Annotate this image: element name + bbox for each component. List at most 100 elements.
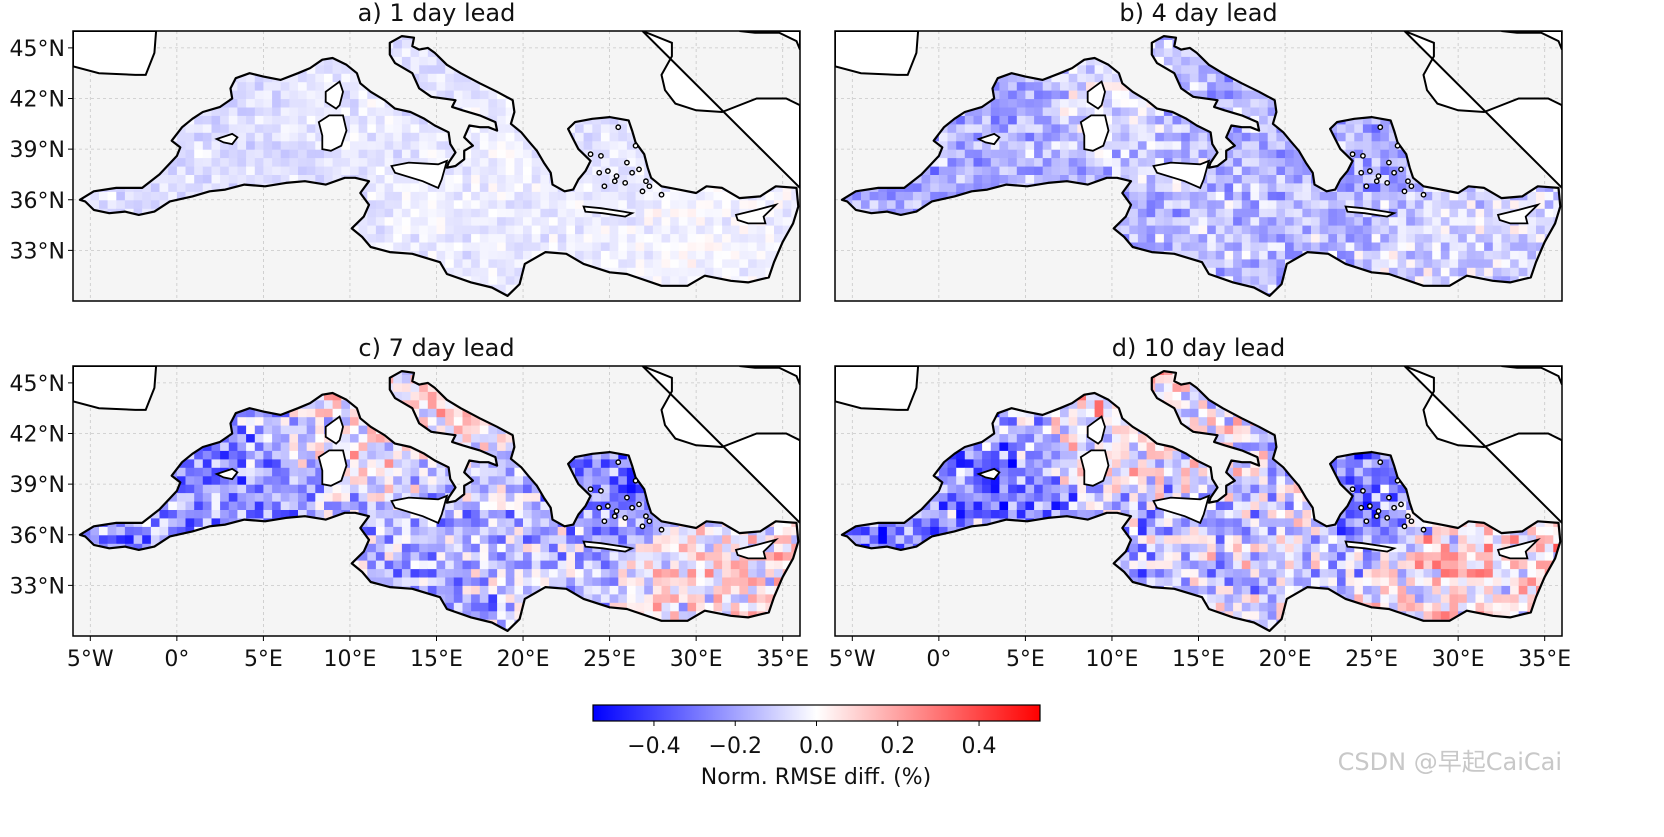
- heatmap-cell: [696, 233, 706, 243]
- heatmap-cell: [237, 98, 247, 108]
- heatmap-cell: [1337, 250, 1347, 260]
- heatmap-cell: [765, 250, 775, 260]
- heatmap-cell: [1068, 115, 1078, 125]
- heatmap-cell: [471, 258, 481, 268]
- heatmap-cell: [1337, 191, 1347, 201]
- heatmap-cell: [1163, 140, 1174, 150]
- heatmap-cell: [1285, 208, 1295, 218]
- heatmap-cell: [644, 225, 654, 235]
- aegean-island: [643, 178, 649, 185]
- aegean-island: [611, 178, 618, 185]
- heatmap-cell: [1406, 174, 1416, 184]
- heatmap-cell: [1233, 275, 1243, 285]
- heatmap-cell: [1120, 225, 1130, 235]
- heatmap-cell: [531, 233, 541, 243]
- heatmap-cell: [341, 157, 351, 167]
- heatmap-cell: [1233, 98, 1243, 108]
- heatmap-cell: [1060, 123, 1070, 133]
- heatmap-cell: [722, 258, 732, 268]
- heatmap-cell: [1016, 115, 1027, 125]
- heatmap-cell: [453, 98, 464, 108]
- heatmap-cell: [861, 199, 871, 209]
- heatmap-cell: [1414, 191, 1425, 201]
- heatmap-cell: [635, 225, 645, 235]
- heatmap-cell: [1077, 115, 1087, 125]
- heatmap-cell: [1380, 216, 1390, 226]
- heatmap-cell: [912, 174, 923, 184]
- land-polygon: [641, 31, 800, 190]
- heatmap-cell: [1181, 132, 1191, 142]
- heatmap-cell: [375, 115, 386, 125]
- heatmap-cell: [592, 182, 602, 192]
- heatmap-cell: [947, 140, 957, 150]
- heatmap-cell: [401, 123, 412, 133]
- heatmap-cell: [202, 166, 213, 175]
- heatmap-cell: [1215, 182, 1226, 192]
- heatmap-cell: [1008, 140, 1018, 150]
- heatmap-cell: [1189, 123, 1200, 133]
- heatmap-cell: [419, 233, 429, 243]
- heatmap-cell: [523, 191, 533, 201]
- heatmap-cell: [1302, 225, 1312, 235]
- heatmap-cell: [1103, 90, 1113, 100]
- heatmap-cell: [1250, 106, 1260, 116]
- heatmap-cell: [514, 216, 524, 226]
- heatmap-cell: [904, 191, 914, 201]
- heatmap-cell: [1380, 149, 1390, 159]
- heatmap-cell: [1077, 64, 1087, 74]
- heatmap-cell: [1103, 149, 1113, 159]
- heatmap-cell: [1241, 267, 1252, 277]
- heatmap-cell: [713, 191, 723, 201]
- heatmap-cell: [739, 233, 749, 243]
- heatmap-cell: [298, 98, 308, 108]
- heatmap-cell: [1155, 115, 1165, 125]
- heatmap-cell: [956, 132, 966, 142]
- heatmap-cell: [1224, 199, 1234, 209]
- heatmap-cell: [748, 258, 758, 268]
- heatmap-cell: [748, 233, 758, 243]
- heatmap-cell: [1233, 233, 1243, 243]
- heatmap-cell: [1345, 216, 1355, 226]
- heatmap-cell: [704, 267, 715, 277]
- heatmap-cell: [185, 132, 195, 142]
- heatmap-cell: [254, 81, 265, 91]
- heatmap-cell: [1042, 90, 1052, 100]
- heatmap-cell: [1337, 233, 1347, 243]
- heatmap-cell: [1016, 81, 1027, 91]
- heatmap-cell: [341, 149, 351, 159]
- heatmap-cell: [306, 90, 316, 100]
- heatmap-cell: [531, 225, 541, 235]
- heatmap-cell: [1293, 208, 1303, 218]
- heatmap-cell: [419, 208, 429, 218]
- heatmap-cell: [1215, 225, 1226, 235]
- heatmap-cell: [566, 225, 576, 235]
- heatmap-cell: [566, 123, 576, 133]
- heatmap-cell: [384, 115, 394, 125]
- heatmap-cell: [1406, 208, 1416, 218]
- heatmap-cell: [306, 115, 316, 125]
- heatmap-cell: [384, 166, 394, 175]
- heatmap-cell: [557, 208, 567, 218]
- heatmap-cell: [514, 241, 524, 251]
- heatmap-cell: [350, 149, 360, 159]
- heatmap-cell: [289, 157, 299, 167]
- heatmap-cell: [289, 140, 299, 150]
- heatmap-cell: [1137, 157, 1148, 167]
- heatmap-cell: [505, 216, 515, 226]
- heatmap-cell: [401, 182, 412, 192]
- heatmap-cell: [1112, 140, 1122, 150]
- heatmap-cell: [384, 182, 394, 192]
- heatmap-cell: [592, 191, 602, 201]
- heatmap-cell: [1397, 199, 1407, 209]
- heatmap-cell: [1224, 182, 1234, 192]
- heatmap-cell: [1129, 216, 1139, 226]
- heatmap-cell: [1233, 267, 1243, 277]
- heatmap-cell: [1034, 132, 1044, 142]
- heatmap-cell: [263, 132, 273, 142]
- heatmap-cell: [1198, 149, 1208, 159]
- heatmap-cell: [358, 157, 368, 167]
- heatmap-cell: [1155, 208, 1165, 218]
- heatmap-cell: [600, 250, 611, 260]
- heatmap-cell: [375, 225, 386, 235]
- heatmap-cell: [194, 115, 204, 125]
